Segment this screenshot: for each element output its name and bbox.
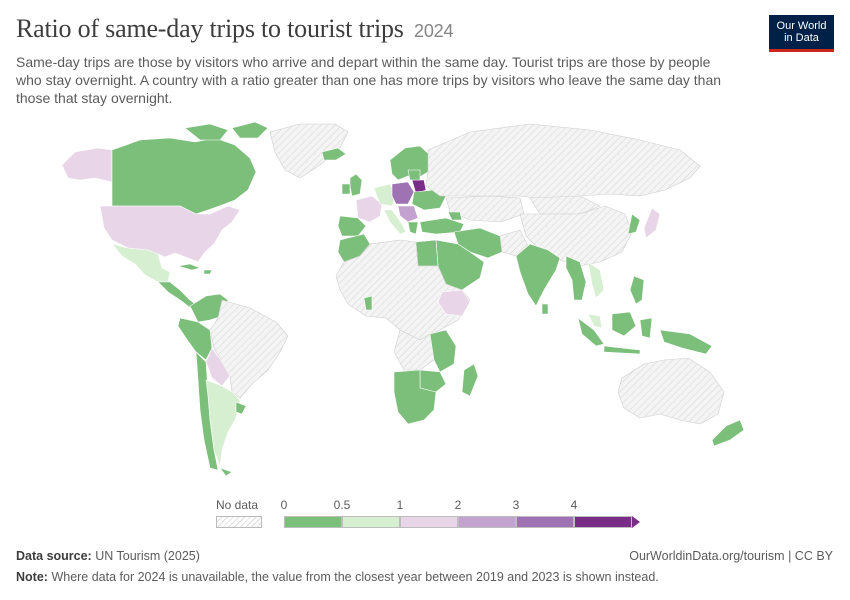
map-cuba[interactable] xyxy=(177,263,201,271)
map-dominican-republic[interactable] xyxy=(203,269,213,275)
map-madagascar[interactable] xyxy=(461,363,479,397)
data-source: Data source: UN Tourism (2025) xyxy=(16,549,200,563)
map-sri-lanka[interactable] xyxy=(541,303,549,315)
map-egypt[interactable] xyxy=(415,239,439,267)
owid-logo[interactable]: Our World in Data xyxy=(769,15,834,52)
map-australia[interactable] xyxy=(617,357,725,425)
map-mexico[interactable] xyxy=(111,243,171,283)
legend-nodata-label: No data xyxy=(216,498,259,512)
map-greece[interactable] xyxy=(407,221,419,235)
map-malaysia[interactable] xyxy=(587,313,603,329)
map-indonesia-java[interactable] xyxy=(603,345,641,355)
legend-bin-3[interactable] xyxy=(458,516,516,528)
note-text: Where data for 2024 is unavailable, the … xyxy=(51,570,659,584)
legend-bin-2[interactable] xyxy=(400,516,458,528)
map-uruguay[interactable] xyxy=(235,401,247,415)
map-caucasus[interactable] xyxy=(447,211,463,221)
legend-tick-1: 0.5 xyxy=(333,498,351,512)
map-mongolia[interactable] xyxy=(529,195,601,215)
map-brazil[interactable] xyxy=(209,299,289,399)
legend-bin-5[interactable] xyxy=(574,516,632,528)
map-central-africa[interactable] xyxy=(393,329,435,371)
map-russia[interactable] xyxy=(425,123,701,201)
map-united-kingdom[interactable] xyxy=(349,173,363,197)
map-iceland[interactable] xyxy=(321,147,347,161)
legend-tick-3: 2 xyxy=(454,498,462,512)
map-southern-africa[interactable] xyxy=(393,369,437,425)
map-ethiopia[interactable] xyxy=(437,289,471,317)
note-label: Note: xyxy=(16,570,48,584)
map-germany-benelux[interactable] xyxy=(373,183,397,207)
map-poland-czechia[interactable] xyxy=(391,181,415,205)
map-sulawesi[interactable] xyxy=(639,317,653,339)
map-tierra-del-fuego[interactable] xyxy=(219,467,233,477)
map-balkans[interactable] xyxy=(397,205,419,223)
map-myanmar-thailand[interactable] xyxy=(565,255,587,301)
legend-arrow xyxy=(632,516,640,528)
map-new-zealand[interactable] xyxy=(711,419,745,447)
map-peru-ecuador[interactable] xyxy=(177,317,213,361)
title-year: 2024 xyxy=(414,21,454,41)
map-indonesia-sumatra[interactable] xyxy=(577,317,605,347)
map-japan[interactable] xyxy=(643,207,661,239)
map-indonesia-borneo[interactable] xyxy=(611,311,637,337)
logo-line-1: Our World xyxy=(776,20,827,32)
map-alaska[interactable] xyxy=(61,147,113,183)
title-text: Ratio of same-day trips to tourist trips xyxy=(16,14,404,43)
legend-tick-5: 4 xyxy=(570,498,578,512)
legend-tick-2: 1 xyxy=(396,498,404,512)
legend-bin-4[interactable] xyxy=(516,516,574,528)
footer-note: Note: Where data for 2024 is unavailable… xyxy=(16,570,659,584)
map-west-africa-point[interactable] xyxy=(363,295,373,311)
source-label: Data source: xyxy=(16,549,92,563)
map-italy[interactable] xyxy=(383,209,407,235)
footer-url[interactable]: OurWorldinData.org/tourism | CC BY xyxy=(629,549,833,563)
map-east-africa[interactable] xyxy=(429,329,457,373)
logo-line-2: in Data xyxy=(784,32,819,44)
map-ireland[interactable] xyxy=(341,183,351,195)
legend-bin-0[interactable] xyxy=(284,516,342,528)
chart-subtitle: Same-day trips are those by visitors who… xyxy=(16,54,722,106)
chart-title: Ratio of same-day trips to tourist trips… xyxy=(16,14,453,44)
world-map xyxy=(61,121,745,477)
map-philippines[interactable] xyxy=(629,275,645,305)
map-papua[interactable] xyxy=(659,329,713,355)
map-france[interactable] xyxy=(355,195,383,223)
source-text[interactable]: UN Tourism (2025) xyxy=(95,549,200,563)
legend-bin-1[interactable] xyxy=(342,516,400,528)
legend-nodata-swatch[interactable] xyxy=(216,516,262,528)
map-canada[interactable] xyxy=(111,137,257,215)
legend-tick-4: 3 xyxy=(512,498,520,512)
map-baltics[interactable] xyxy=(407,169,421,181)
map-japan-korea[interactable] xyxy=(627,213,641,235)
map-vietnam[interactable] xyxy=(587,261,605,299)
map-argentina[interactable] xyxy=(205,379,241,467)
legend-tick-0: 0 xyxy=(280,498,288,512)
map-canada-islands[interactable] xyxy=(184,121,269,141)
map-india[interactable] xyxy=(515,243,561,307)
